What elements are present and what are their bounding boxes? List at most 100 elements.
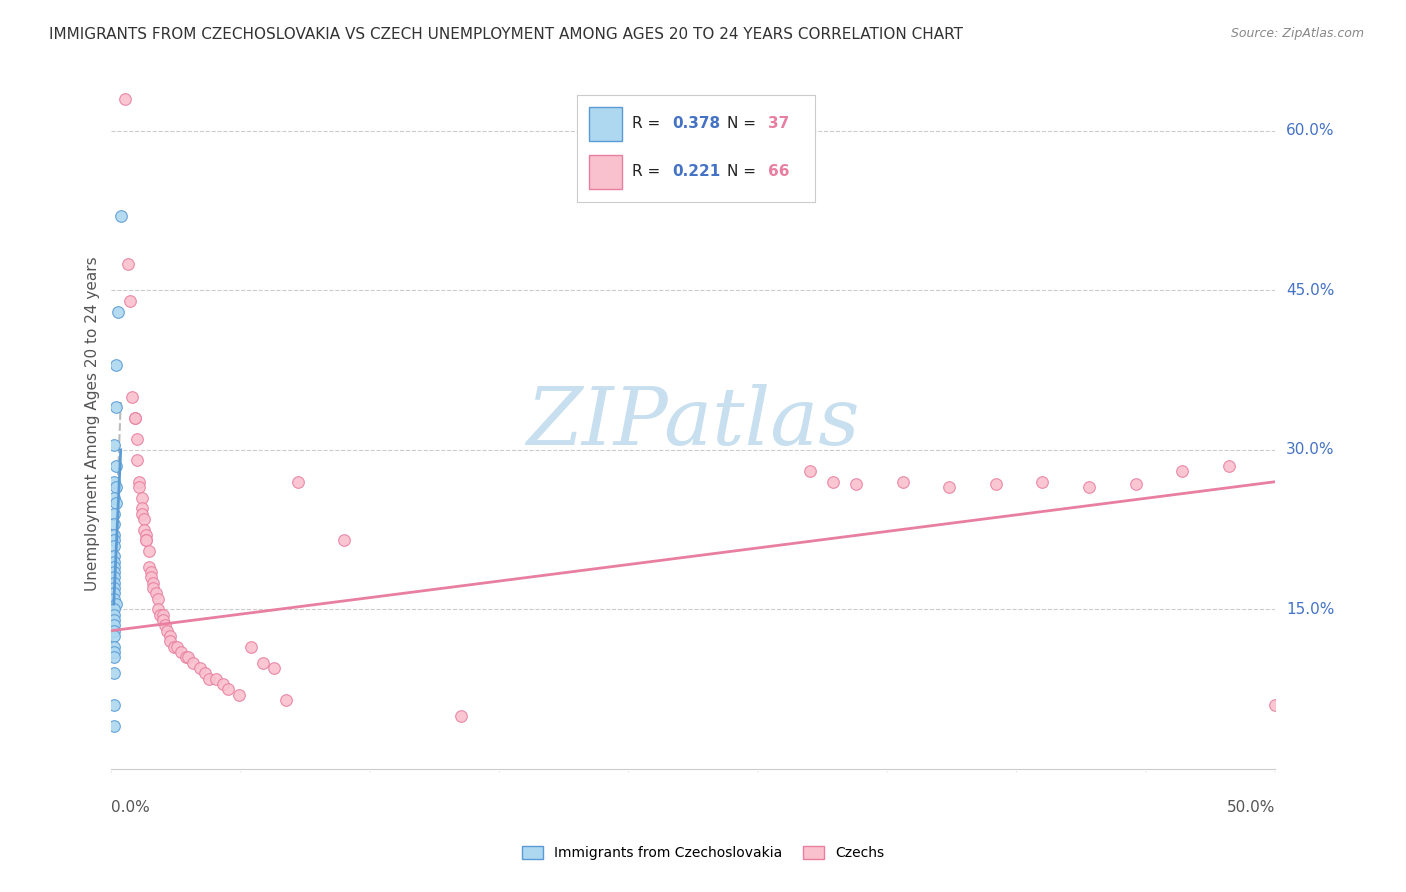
- Point: [128, 480, 150, 494]
- Point: [1125, 476, 1147, 491]
- Point: [121, 390, 143, 404]
- Point: [105, 458, 128, 473]
- Point: [174, 650, 197, 665]
- Text: 15.0%: 15.0%: [1286, 602, 1334, 617]
- Point: [128, 475, 150, 489]
- Point: [149, 607, 172, 622]
- Y-axis label: Unemployment Among Ages 20 to 24 years: Unemployment Among Ages 20 to 24 years: [86, 256, 100, 591]
- Point: [103, 475, 125, 489]
- Point: [124, 411, 146, 425]
- Point: [103, 539, 125, 553]
- Point: [124, 411, 146, 425]
- Point: [166, 640, 188, 654]
- Text: 0.0%: 0.0%: [111, 799, 150, 814]
- Point: [845, 476, 868, 491]
- Point: [103, 517, 125, 532]
- Point: [105, 597, 128, 611]
- Point: [103, 618, 125, 632]
- Point: [138, 544, 160, 558]
- Point: [103, 507, 125, 521]
- Point: [333, 533, 356, 548]
- Point: [103, 645, 125, 659]
- Point: [205, 672, 228, 686]
- Point: [938, 480, 960, 494]
- Point: [131, 491, 153, 505]
- Point: [1031, 475, 1053, 489]
- Point: [984, 476, 1007, 491]
- Point: [110, 209, 132, 223]
- Point: [799, 464, 821, 478]
- Point: [103, 624, 125, 638]
- Text: ZIPatlas: ZIPatlas: [526, 384, 860, 462]
- Point: [263, 661, 285, 675]
- Point: [153, 618, 176, 632]
- Point: [135, 533, 157, 548]
- Point: [103, 602, 125, 616]
- Text: 60.0%: 60.0%: [1286, 123, 1334, 138]
- Point: [125, 453, 148, 467]
- Point: [142, 581, 165, 595]
- Point: [821, 475, 844, 489]
- Point: [103, 570, 125, 584]
- Point: [103, 640, 125, 654]
- Point: [152, 607, 174, 622]
- Point: [103, 555, 125, 569]
- Point: [125, 432, 148, 446]
- Point: [1218, 458, 1240, 473]
- Text: Source: ZipAtlas.com: Source: ZipAtlas.com: [1230, 27, 1364, 40]
- Point: [103, 607, 125, 622]
- Point: [252, 656, 274, 670]
- Point: [114, 92, 136, 106]
- Point: [103, 666, 125, 681]
- Point: [170, 645, 193, 659]
- Text: 30.0%: 30.0%: [1286, 442, 1334, 458]
- Point: [193, 666, 215, 681]
- Point: [132, 523, 155, 537]
- Point: [139, 565, 162, 579]
- Point: [1171, 464, 1194, 478]
- Point: [131, 507, 153, 521]
- Point: [135, 533, 157, 548]
- Point: [159, 634, 181, 648]
- Point: [103, 549, 125, 564]
- Point: [1264, 698, 1286, 713]
- Point: [450, 708, 472, 723]
- Text: 50.0%: 50.0%: [1227, 799, 1275, 814]
- Point: [240, 640, 263, 654]
- Point: [198, 672, 221, 686]
- Point: [217, 682, 239, 697]
- Point: [228, 688, 250, 702]
- Point: [105, 358, 128, 372]
- Point: [159, 629, 181, 643]
- Point: [103, 565, 125, 579]
- Point: [138, 559, 160, 574]
- Point: [152, 613, 174, 627]
- Point: [103, 613, 125, 627]
- Point: [146, 591, 169, 606]
- Point: [103, 528, 125, 542]
- Point: [103, 650, 125, 665]
- Point: [145, 586, 167, 600]
- Legend: Immigrants from Czechoslovakia, Czechs: Immigrants from Czechoslovakia, Czechs: [515, 839, 891, 867]
- Point: [131, 501, 153, 516]
- Point: [107, 304, 129, 318]
- Point: [103, 575, 125, 590]
- Point: [103, 698, 125, 713]
- Point: [135, 528, 157, 542]
- Point: [163, 640, 186, 654]
- Point: [156, 624, 179, 638]
- Point: [287, 475, 309, 489]
- Point: [103, 559, 125, 574]
- Point: [146, 602, 169, 616]
- Text: 45.0%: 45.0%: [1286, 283, 1334, 298]
- Point: [103, 581, 125, 595]
- Point: [103, 629, 125, 643]
- Point: [181, 656, 204, 670]
- Point: [103, 591, 125, 606]
- Point: [177, 650, 200, 665]
- Point: [139, 570, 162, 584]
- Point: [188, 661, 211, 675]
- Point: [103, 491, 125, 505]
- Point: [142, 575, 165, 590]
- Text: IMMIGRANTS FROM CZECHOSLOVAKIA VS CZECH UNEMPLOYMENT AMONG AGES 20 TO 24 YEARS C: IMMIGRANTS FROM CZECHOSLOVAKIA VS CZECH …: [49, 27, 963, 42]
